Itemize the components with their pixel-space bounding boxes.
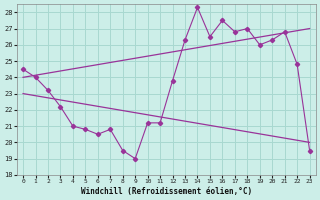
X-axis label: Windchill (Refroidissement éolien,°C): Windchill (Refroidissement éolien,°C) <box>81 187 252 196</box>
